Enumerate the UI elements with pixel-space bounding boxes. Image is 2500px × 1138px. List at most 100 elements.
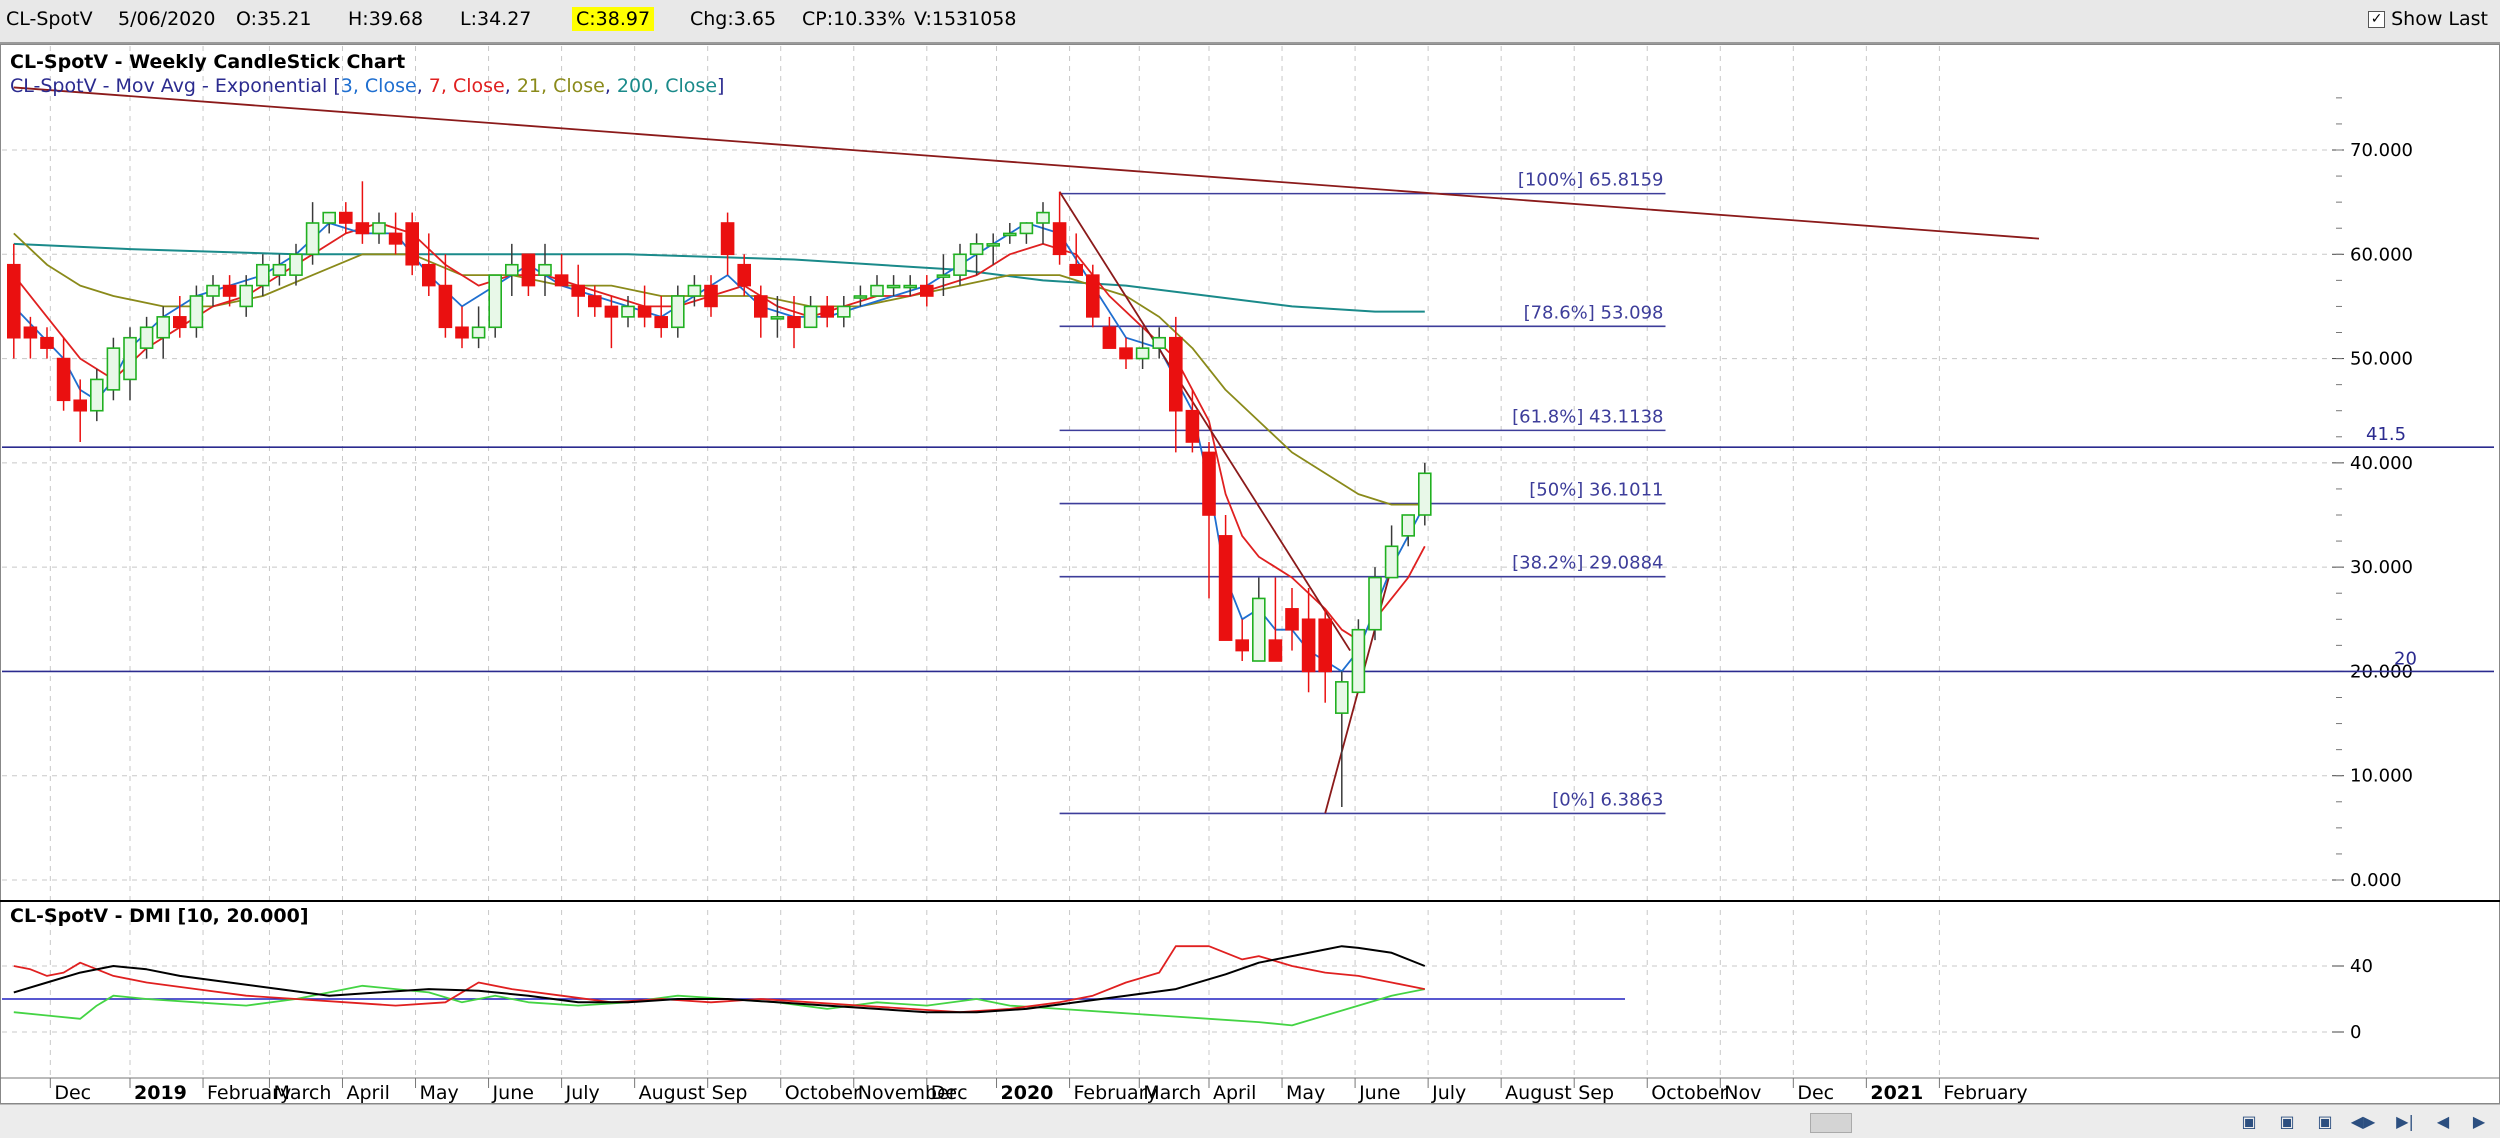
dmi-plus-di-line [13,984,1425,1027]
trendline-1 [1058,191,1351,652]
date-label: 5/06/2020 [118,8,216,30]
candle-body-80 [1335,681,1349,714]
candle-body-30 [504,263,519,276]
month-label-february-14: February [1074,1082,1158,1104]
volume-value: V:1531058 [914,8,1017,30]
candle-body-3 [56,357,71,402]
candle-body-32 [538,263,552,276]
candle-body-14 [239,284,253,308]
candle-body-57 [953,253,967,276]
zoom-fit-icon[interactable]: ▣ [2317,1112,2333,1131]
ma-legend: CL-SpotV - Mov Avg - Exponential [3, Clo… [10,75,724,97]
month-label-july-7: July [565,1082,600,1104]
y-tick-label: 40.000 [2350,453,2413,474]
month-label-april-4: April [346,1082,389,1104]
month-label-2020-13: 2020 [1001,1082,1054,1104]
chart-title: CL-SpotV - Weekly CandleStick Chart [10,51,405,73]
symbol-label: CL-SpotV [6,8,93,30]
candle-body-58 [969,243,984,256]
scroll-right-icon[interactable]: ▶ [2472,1112,2486,1131]
candle-body-50 [836,305,851,318]
candle-body-72 [1202,451,1216,516]
scroll-left-icon[interactable]: ◀ [2436,1112,2450,1131]
candle-body-1 [23,326,38,339]
scrollbar-thumb[interactable] [1810,1113,1852,1133]
candle-body-44 [737,263,752,287]
candle-body-65 [1086,274,1100,318]
ma-legend-sep: , [417,75,429,97]
dmi-y-tick-label: 40 [2350,956,2373,977]
candle-body-15 [255,263,270,287]
ma-legend-item-1: 7, Close [429,75,505,97]
candle-body-37 [621,305,635,318]
month-label-sep-21: Sep [1578,1082,1614,1104]
zoom-in-icon[interactable]: ▣ [2241,1112,2257,1131]
candle-body-46 [770,316,785,320]
fib-label: [61.8%] 43.1138 [1512,406,1663,427]
candle-body-42 [704,284,718,308]
candle-body-48 [803,305,818,329]
candle-body-49 [820,305,835,318]
ma-legend-item-2: 21, Close [517,75,605,97]
show-last-toggle[interactable]: ✓ Show Last [2368,8,2488,30]
candle-body-69 [1152,336,1166,349]
month-label-october-10: October [785,1082,861,1104]
candle-body-83 [1384,545,1399,579]
ma-legend-sep: , [605,75,617,97]
open-value: O:35.21 [236,8,312,30]
month-label-october-22: October [1651,1082,1727,1104]
chart-frame [0,44,2500,1104]
candle-body-23 [388,232,403,245]
show-last-checkbox[interactable]: ✓ [2368,10,2386,28]
low-value: L:34.27 [460,8,532,30]
candle-body-20 [338,211,353,224]
month-label-may-17: May [1286,1082,1325,1104]
candle-body-36 [604,305,619,318]
close-value: C:38.97 [572,7,655,31]
month-label-february-26: February [1943,1082,2027,1104]
y-tick-label: 0.000 [2350,870,2402,891]
dmi-adx-line [13,945,1426,1014]
show-last-label: Show Last [2391,8,2488,30]
zoom-out-icon[interactable]: ▣ [2279,1112,2295,1131]
candle-body-11 [189,295,204,329]
horizontal-scrollbar[interactable]: ▣ ▣ ▣ ◀▶ ▶| ◀ ▶ [0,1104,2500,1138]
scroll-left-far-icon[interactable]: ◀▶ [2350,1112,2376,1131]
candle-body-41 [687,284,702,297]
month-label-sep-9: Sep [712,1082,748,1104]
scroll-end-icon[interactable]: ▶| [2396,1112,2414,1131]
candle-body-16 [272,263,287,276]
dmi-title: CL-SpotV - DMI [10, 20.000] [10,905,309,927]
candle-body-76 [1268,639,1283,662]
candle-body-75 [1252,597,1266,662]
candle-body-24 [405,222,420,266]
y-tick-label: 30.000 [2350,557,2413,578]
candle-body-59 [986,243,1001,247]
support-line-label: 20 [2394,648,2417,669]
candle-body-10 [173,316,187,329]
month-label-dec-0: Dec [54,1082,91,1104]
candle-body-2 [40,336,54,349]
fib-label: [38.2%] 29.0884 [1512,553,1663,574]
fib-label: [50%] 36.1011 [1529,480,1663,501]
candle-body-60 [1002,232,1017,237]
candle-body-56 [936,274,951,278]
ma-legend-suffix: ] [717,75,724,97]
ema-21-line [13,232,1425,506]
candle-body-81 [1351,628,1366,694]
candle-body-33 [554,274,569,287]
candle-body-4 [73,399,87,412]
candle-body-6 [106,347,121,391]
candle-body-34 [571,284,586,297]
candle-body-18 [305,222,320,256]
ma-legend-sep: , [505,75,517,97]
candle-body-84 [1401,514,1415,537]
candle-body-51 [853,295,868,299]
change-percent-value: CP:10.33% [802,8,906,30]
candle-body-28 [471,326,486,339]
month-label-april-16: April [1213,1082,1256,1104]
month-label-july-19: July [1431,1082,1466,1104]
month-label-may-5: May [420,1082,459,1104]
candle-body-54 [903,284,918,289]
